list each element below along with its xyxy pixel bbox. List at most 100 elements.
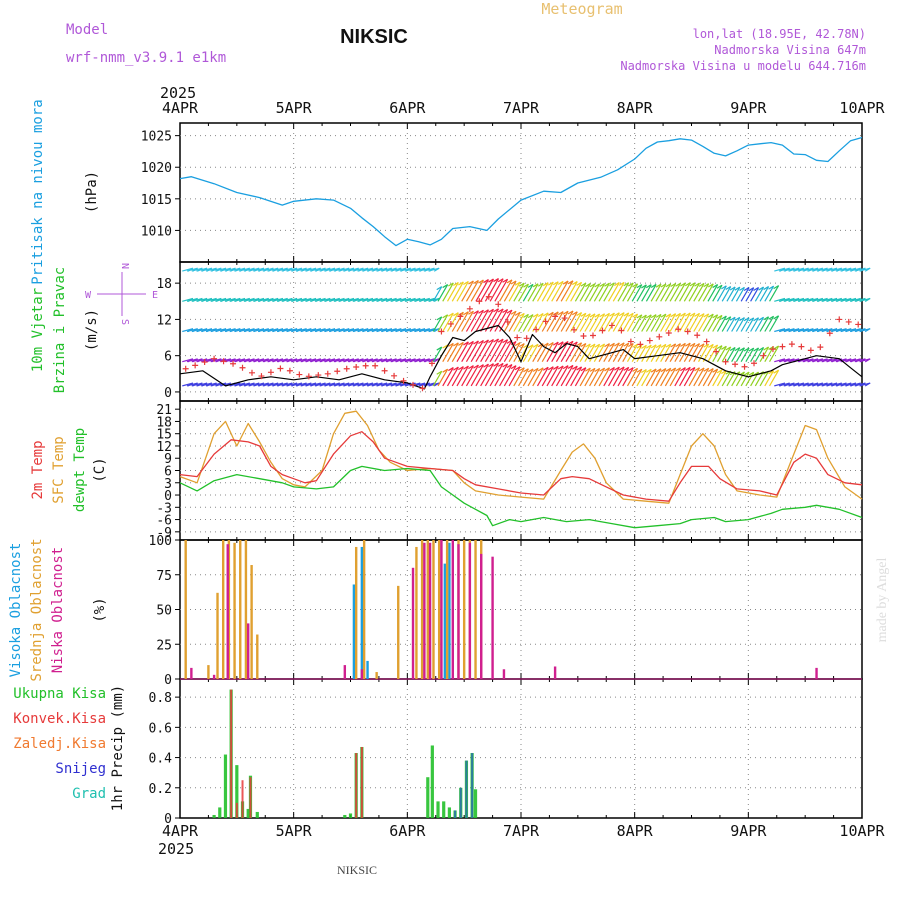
gust-marker <box>457 313 464 320</box>
wind-barb-flag <box>614 342 620 347</box>
gust-marker <box>201 359 208 366</box>
wind-barb-flag <box>463 280 469 286</box>
wind-barb-flag <box>537 282 544 287</box>
wind-barb <box>508 281 521 302</box>
compass-w: W <box>85 290 92 301</box>
xtick-label-bottom: 4APR <box>162 822 199 840</box>
gust-marker <box>419 385 426 392</box>
wind-barb <box>721 316 732 332</box>
wind-barb-flag <box>655 313 662 318</box>
wind-ylabel2: Brzina i Pravac <box>52 267 68 393</box>
wind-barb <box>593 283 606 302</box>
wind-barb <box>480 363 494 387</box>
wind-barb-flag <box>478 364 484 369</box>
cloud-bars <box>180 540 862 680</box>
wind-barb-flag <box>488 363 494 368</box>
cloud-bar <box>437 540 441 679</box>
gust-marker <box>504 318 511 325</box>
cloud-bar <box>212 674 216 679</box>
wind-barb-flag <box>557 365 564 370</box>
wind-barb <box>712 345 723 363</box>
wind-barb <box>589 343 601 363</box>
wind-barb-flag <box>743 287 750 292</box>
wind-barb <box>745 287 755 302</box>
wind-barb <box>546 311 559 332</box>
cloud-bar <box>432 540 435 679</box>
wind-barb <box>536 366 549 387</box>
wind-barb <box>641 344 652 363</box>
wind-barb <box>513 343 525 363</box>
wind-barb <box>664 367 677 387</box>
wind-barb <box>570 282 583 302</box>
xtick-label-bottom: 8APR <box>617 822 654 840</box>
wind-barb-flag <box>734 286 741 291</box>
wind-barb-flag <box>604 367 610 372</box>
gust-marker <box>447 320 454 327</box>
wind-barb-flag <box>468 365 474 370</box>
wind-barb-flag <box>864 382 871 387</box>
wind-barb <box>503 341 517 363</box>
gust-marker <box>637 341 644 348</box>
wind-barb <box>593 343 606 363</box>
wind-barb-flag <box>665 283 672 288</box>
cloud-bar <box>397 585 400 679</box>
model-elevation-label: Nadmorska Visina u modelu 644.716m <box>620 59 866 73</box>
wind-barb <box>503 280 517 302</box>
wind-barb <box>480 339 494 363</box>
wind-barb <box>541 281 554 302</box>
wind-barb <box>465 280 479 302</box>
ytick-label: 3 <box>164 477 172 492</box>
gust-marker <box>258 373 265 380</box>
gust-marker <box>305 373 312 380</box>
wind-barb <box>579 367 591 387</box>
wind-barb <box>712 369 723 387</box>
wind-barb-flag <box>734 347 741 352</box>
2m-temp-line <box>179 431 863 502</box>
wind-barb <box>465 340 479 363</box>
wind-barb <box>555 280 569 302</box>
wind-barb <box>584 313 596 332</box>
wind-barb-flag <box>689 312 696 317</box>
wind-barb <box>688 343 701 363</box>
wind-barb-flag <box>518 282 525 287</box>
wind-barb <box>693 367 705 387</box>
gust-marker <box>542 318 549 325</box>
wind-barb-flag <box>594 313 600 318</box>
wind-barb <box>617 367 630 387</box>
xtick-label-top: 6APR <box>389 99 426 117</box>
xtick-label-bottom: 9APR <box>730 822 767 840</box>
wind-barb <box>579 343 591 363</box>
wind-barb <box>726 316 736 332</box>
lonlat-label: lon,lat (18.95E, 42.78N) <box>693 27 866 41</box>
gust-marker <box>182 365 189 372</box>
gust-marker <box>220 358 227 365</box>
wind-barb <box>451 366 464 387</box>
cloud-bar <box>221 540 225 679</box>
gust-marker <box>324 370 331 377</box>
wind-barb-flag <box>758 346 764 352</box>
wind-barb-flag <box>632 367 638 372</box>
wind-barb-flag <box>483 339 489 344</box>
wind-barb-flag <box>609 366 615 371</box>
wind-barb-flag <box>493 278 499 283</box>
wind-barb-flag <box>645 368 652 373</box>
gust-marker <box>286 367 293 374</box>
precip-panel: 0 0.2 0.4 0.6 0.8 <box>149 678 863 827</box>
wind-barb <box>697 313 710 332</box>
wind-barb-flag <box>468 280 474 285</box>
wind-barb <box>626 368 639 387</box>
wind-barb <box>446 312 459 332</box>
wind-barb-flag <box>716 314 723 319</box>
wind-barb <box>702 368 714 387</box>
wind-barb-flag <box>768 370 774 375</box>
wind-barb-flag <box>442 284 448 289</box>
wind-barb <box>584 343 596 363</box>
wind-barb <box>446 366 459 387</box>
wind-barb <box>451 311 464 332</box>
wind-barb <box>522 368 534 387</box>
wind-barb-flag <box>488 308 494 313</box>
cloud-bar <box>468 542 472 679</box>
wind-barb-flag <box>660 283 667 288</box>
wind-barb <box>593 313 606 332</box>
